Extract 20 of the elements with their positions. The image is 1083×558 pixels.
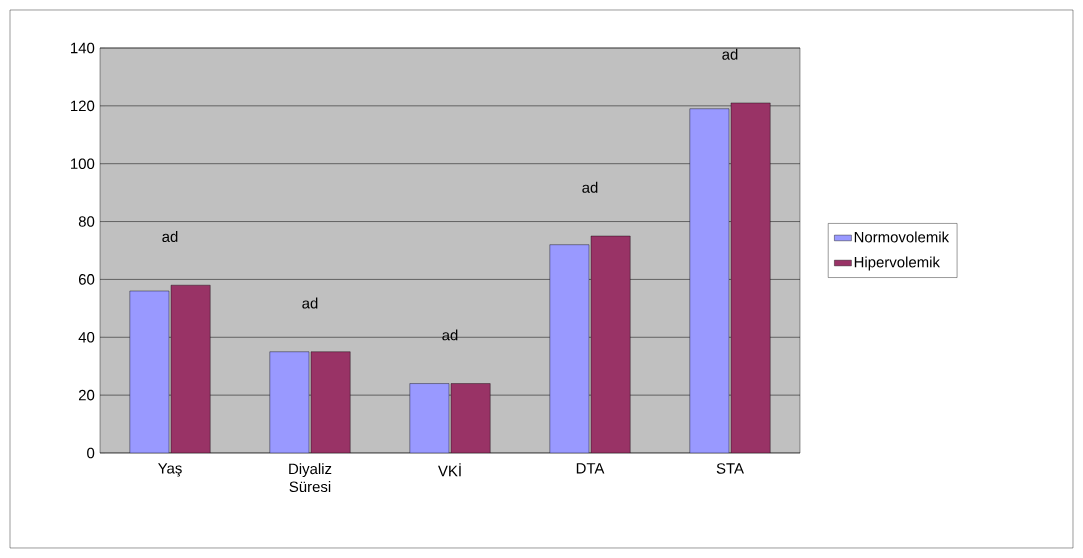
legend-label: Hipervolemik [854,256,940,271]
x-tick-label: STA [716,463,744,474]
y-tick-label: 120 [71,100,95,112]
x-tick-label: DTA [576,463,605,474]
annotation: ad [722,48,738,60]
y-tick-label: 0 [87,447,95,459]
x-tick-label: VKİ [438,463,461,477]
y-tick-label: 20 [78,389,95,401]
x-tick-label: Yaş [158,463,182,477]
annotation: ad [442,329,458,341]
annotation: ad [302,297,318,309]
y-tick-label: 60 [78,274,95,285]
annotation: ad [582,181,598,193]
y-tick-label: 100 [71,158,95,169]
y-tick-label: 140 [71,42,95,54]
y-tick-label: 80 [78,216,95,227]
legend-label: Normovolemik [854,231,950,243]
y-tick-label: 40 [78,331,95,343]
annotation: ad [162,231,178,243]
x-tick-label: Diyaliz Süresi [289,463,332,493]
